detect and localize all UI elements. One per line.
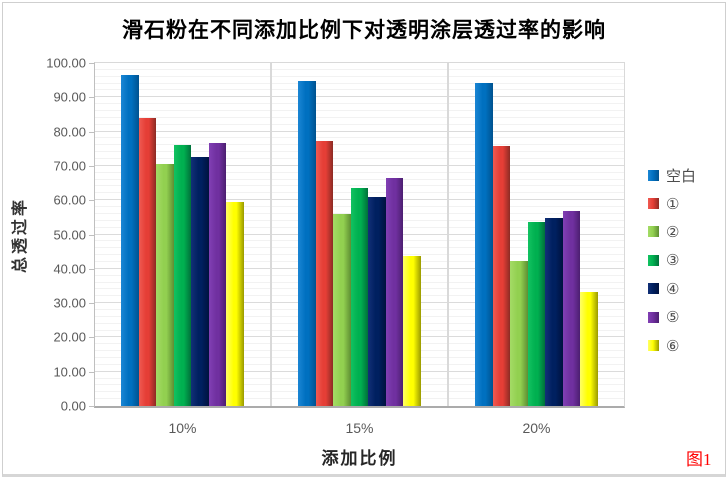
minor-gridline [95, 178, 624, 180]
y-tick-mark [89, 131, 94, 133]
legend-label: 空白 [666, 167, 697, 185]
bar-③-15% [350, 188, 369, 406]
legend-marker-icon [648, 254, 659, 266]
bar-group-10% [95, 63, 272, 406]
bar-group-20% [449, 63, 624, 406]
bar-③-20% [527, 221, 546, 406]
legend-label: ① [666, 195, 680, 213]
minor-gridline [95, 151, 624, 153]
y-tick-mark [89, 337, 94, 339]
major-gridline [95, 96, 624, 98]
bar-groups-layer [95, 63, 624, 406]
minor-gridline [95, 68, 624, 70]
bar-⑤-20% [562, 210, 581, 406]
minor-gridline [95, 158, 624, 160]
bar-⑥-20% [580, 292, 598, 406]
major-gridline [95, 164, 624, 166]
y-tick-label: 30.00 [53, 295, 86, 311]
plot-area [94, 62, 625, 408]
y-axis-tick-labels: 0.00 10.00 20.00 30.00 40.00 50.00 60.00 70.00 8… [0, 56, 94, 414]
y-tick-mark [89, 200, 94, 202]
y-tick-mark [89, 165, 94, 167]
y-tick-label: 50.00 [53, 227, 86, 242]
legend: 空白 ① ② ③ ④ ⑤ ⑥ [648, 161, 696, 360]
legend-label: ⑥ [666, 337, 680, 355]
y-tick-label: 80.00 [53, 124, 86, 140]
major-gridline [95, 130, 624, 132]
bar-空白-10% [121, 75, 139, 406]
legend-marker-icon [648, 198, 659, 210]
x-category-label-20%: 20% [522, 420, 551, 436]
y-tick-label: 70.00 [53, 158, 86, 174]
legend-marker-icon [648, 169, 659, 181]
minor-gridline [95, 123, 624, 125]
y-tick-label: 0.00 [60, 398, 86, 414]
bar-④-20% [545, 217, 563, 406]
bar-空白-15% [298, 80, 316, 406]
x-category-label-15%: 15% [345, 420, 374, 436]
bar-⑤-15% [385, 178, 404, 406]
bar-④-15% [368, 196, 386, 406]
y-tick-label: 20.00 [53, 329, 86, 345]
figure-label: 图1 [686, 450, 712, 469]
minor-gridline [95, 171, 624, 173]
legend-item-②: ② [648, 218, 696, 246]
y-tick-mark [89, 268, 94, 270]
legend-label: ⑤ [666, 309, 680, 327]
legend-marker-icon [648, 340, 659, 352]
chart-title: 滑石粉在不同添加比例下对透明涂层透过率的影响 [122, 18, 606, 42]
legend-item-⑤: ⑤ [648, 303, 696, 331]
legend-label: ③ [666, 252, 680, 270]
y-tick-mark [89, 234, 94, 236]
legend-label: ④ [666, 280, 680, 298]
bar-②-15% [333, 213, 351, 406]
legend-marker-icon [648, 283, 659, 295]
y-tick-mark [89, 303, 94, 305]
legend-item-③: ③ [648, 246, 696, 274]
minor-gridline [95, 82, 624, 84]
minor-gridline [95, 89, 624, 91]
minor-gridline [95, 103, 624, 105]
minor-gridline [95, 116, 624, 118]
legend-marker-icon [648, 311, 659, 323]
bar-⑥-15% [403, 256, 421, 406]
y-tick-mark [89, 406, 94, 407]
legend-marker-icon [648, 226, 659, 238]
x-axis-category-labels: 10% 15% 20% [94, 420, 625, 436]
y-tick-mark [89, 63, 94, 64]
bar-①-20% [492, 146, 511, 406]
legend-label: ② [666, 223, 680, 241]
bar-③-10% [173, 145, 192, 406]
y-tick-label: 10.00 [53, 364, 86, 380]
bar-空白-20% [475, 82, 493, 406]
x-category-label-10%: 10% [168, 420, 197, 436]
bar-group-15% [272, 63, 449, 406]
minor-gridline [95, 185, 624, 187]
legend-item-①: ① [648, 189, 696, 217]
bar-②-10% [156, 163, 174, 406]
legend-item-空白: 空白 [648, 161, 696, 189]
minor-gridline [95, 110, 624, 112]
legend-item-⑥: ⑥ [648, 331, 696, 359]
bar-⑤-10% [208, 142, 227, 406]
bar-①-10% [138, 117, 157, 406]
y-tick-label: 100.00 [46, 55, 86, 71]
bar-②-20% [510, 261, 528, 406]
y-tick-label: 40.00 [53, 261, 86, 277]
minor-gridline [95, 144, 624, 146]
minor-gridline [95, 137, 624, 139]
y-tick-label: 90.00 [53, 89, 86, 105]
bar-①-15% [315, 140, 334, 406]
y-tick-mark [89, 371, 94, 373]
legend-item-④: ④ [648, 275, 696, 303]
y-tick-label: 60.00 [53, 192, 86, 208]
x-axis-title: 添加比例 [321, 449, 398, 468]
bar-⑥-10% [226, 202, 244, 406]
y-tick-mark [89, 97, 94, 99]
minor-gridline [95, 75, 624, 77]
bar-④-10% [191, 156, 209, 406]
